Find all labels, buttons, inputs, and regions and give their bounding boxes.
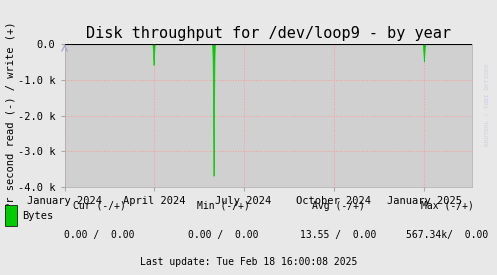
Text: 13.55 /  0.00: 13.55 / 0.00 (300, 230, 376, 240)
Text: 567.34k/  0.00: 567.34k/ 0.00 (406, 230, 489, 240)
Text: Cur (-/+): Cur (-/+) (73, 201, 126, 211)
Text: Avg (-/+): Avg (-/+) (312, 201, 364, 211)
Text: 0.00 /  0.00: 0.00 / 0.00 (188, 230, 259, 240)
Text: 0.00 /  0.00: 0.00 / 0.00 (64, 230, 135, 240)
Y-axis label: Pr second read (-) / write (+): Pr second read (-) / write (+) (5, 22, 15, 209)
Text: Min (-/+): Min (-/+) (197, 201, 250, 211)
Text: Bytes: Bytes (22, 211, 54, 221)
Bar (5, 205, 17, 226)
Title: Disk throughput for /dev/loop9 - by year: Disk throughput for /dev/loop9 - by year (86, 26, 451, 42)
Text: Last update: Tue Feb 18 16:00:08 2025: Last update: Tue Feb 18 16:00:08 2025 (140, 257, 357, 267)
Text: Max (-/+): Max (-/+) (421, 201, 474, 211)
Text: RRDTOOL / TOBI OETIKER: RRDTOOL / TOBI OETIKER (485, 63, 490, 146)
